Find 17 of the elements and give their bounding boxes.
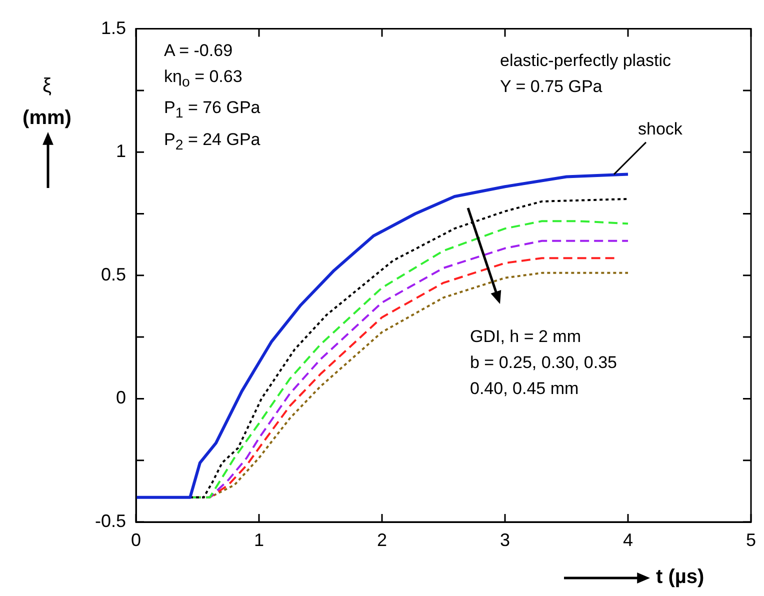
y-axis-title: ξ (mm) — [22, 75, 72, 129]
y-tick-label: -0.5 — [94, 510, 126, 531]
y-tick-label: 1 — [116, 141, 126, 162]
y-tick-label: 1.5 — [100, 18, 126, 38]
x-tick-label: 4 — [622, 530, 634, 550]
x-tick-label: 5 — [746, 530, 756, 550]
x-tick-label: 3 — [500, 530, 510, 550]
annotation: elastic-perfectly plastic Y = 0.75 GPa — [500, 50, 672, 98]
x-tick-label: 0 — [130, 530, 142, 550]
text: A = -0.69 kη$_{o}$ = 0.63 P$_{1}$ = 76 GPa P$_{2}$ = 24 GPa — [164, 41, 260, 154]
x-tick-label: 2 — [376, 530, 388, 550]
text: shock — [638, 119, 683, 138]
y-tick-label: 0 — [116, 388, 126, 408]
y-tick-label: 0.5 — [100, 264, 126, 284]
x-axis-title: t (µs) — [656, 565, 704, 590]
annotation: GDI, h = 2 mm b = 0.25, 0.30, 0.35 0.40, 0.45 mm — [470, 326, 617, 400]
x-tick-label: 1 — [254, 530, 264, 550]
